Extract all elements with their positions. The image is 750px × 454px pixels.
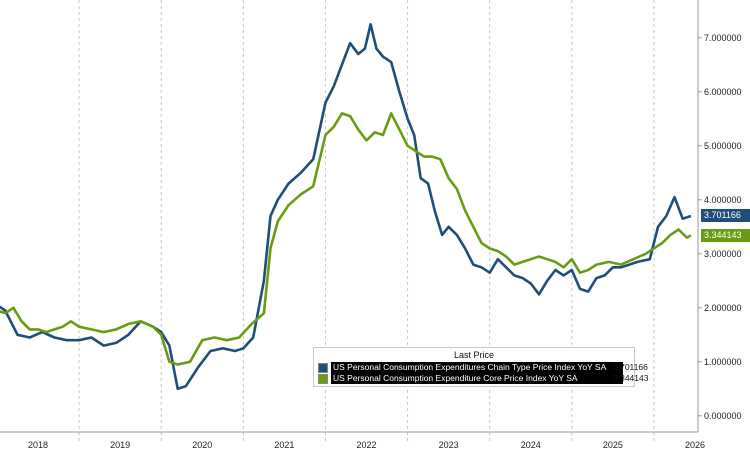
y-tick-label: 1.000000 xyxy=(704,357,742,367)
series-line-core-pce xyxy=(0,112,692,366)
y-tick-label: 6.000000 xyxy=(704,87,742,97)
y-tick-label: 5.000000 xyxy=(704,141,742,151)
y-tick-label: 7.000000 xyxy=(704,33,742,43)
legend-swatch-core-pce xyxy=(318,373,328,384)
legend-label-core-pce: US Personal Consumption Expenditure Core… xyxy=(331,373,623,384)
x-axis-tick-labels: 2018 2019 2020 2021 2022 2023 2024 2025 2026 xyxy=(28,440,705,450)
x-tick-label: 2021 xyxy=(274,440,294,450)
legend-swatch-pce xyxy=(318,362,328,373)
series-line-pce xyxy=(0,23,692,391)
legend-value-core-pce: 3.344143 xyxy=(613,373,649,383)
y-tick-label: 2.000000 xyxy=(704,303,742,313)
legend-label-pce: US Personal Consumption Expenditures Cha… xyxy=(331,362,623,373)
x-tick-label: 2024 xyxy=(521,440,541,450)
x-tick-label: 2020 xyxy=(192,440,212,450)
x-tick-label: 2022 xyxy=(357,440,377,450)
y-tick-label: 4.000000 xyxy=(704,195,742,205)
last-value-badge-core-pce: 3.344143 xyxy=(701,228,750,242)
legend-item-core-pce: US Personal Consumption Expenditure Core… xyxy=(318,373,648,384)
series-lines xyxy=(0,23,692,391)
legend-value-pce: 3.701166 xyxy=(613,362,648,372)
x-tick-label: 2018 xyxy=(28,440,48,450)
y-axis-tick-labels: 0.000000 1.000000 2.000000 3.000000 4.000000… xyxy=(698,33,742,421)
last-value-badge-pce: 3.701166 xyxy=(701,209,750,223)
legend-item-pce: US Personal Consumption Expenditures Cha… xyxy=(318,362,648,373)
x-tick-label: 2026 xyxy=(685,440,705,450)
y-tick-label: 0.000000 xyxy=(704,411,742,421)
legend-title: Last Price xyxy=(453,350,495,360)
x-tick-label: 2025 xyxy=(603,440,623,450)
x-tick-label: 2019 xyxy=(110,440,130,450)
x-tick-label: 2023 xyxy=(439,440,459,450)
y-tick-label: 3.000000 xyxy=(704,249,742,259)
legend: Last Price US Personal Consumption Expen… xyxy=(313,347,648,387)
